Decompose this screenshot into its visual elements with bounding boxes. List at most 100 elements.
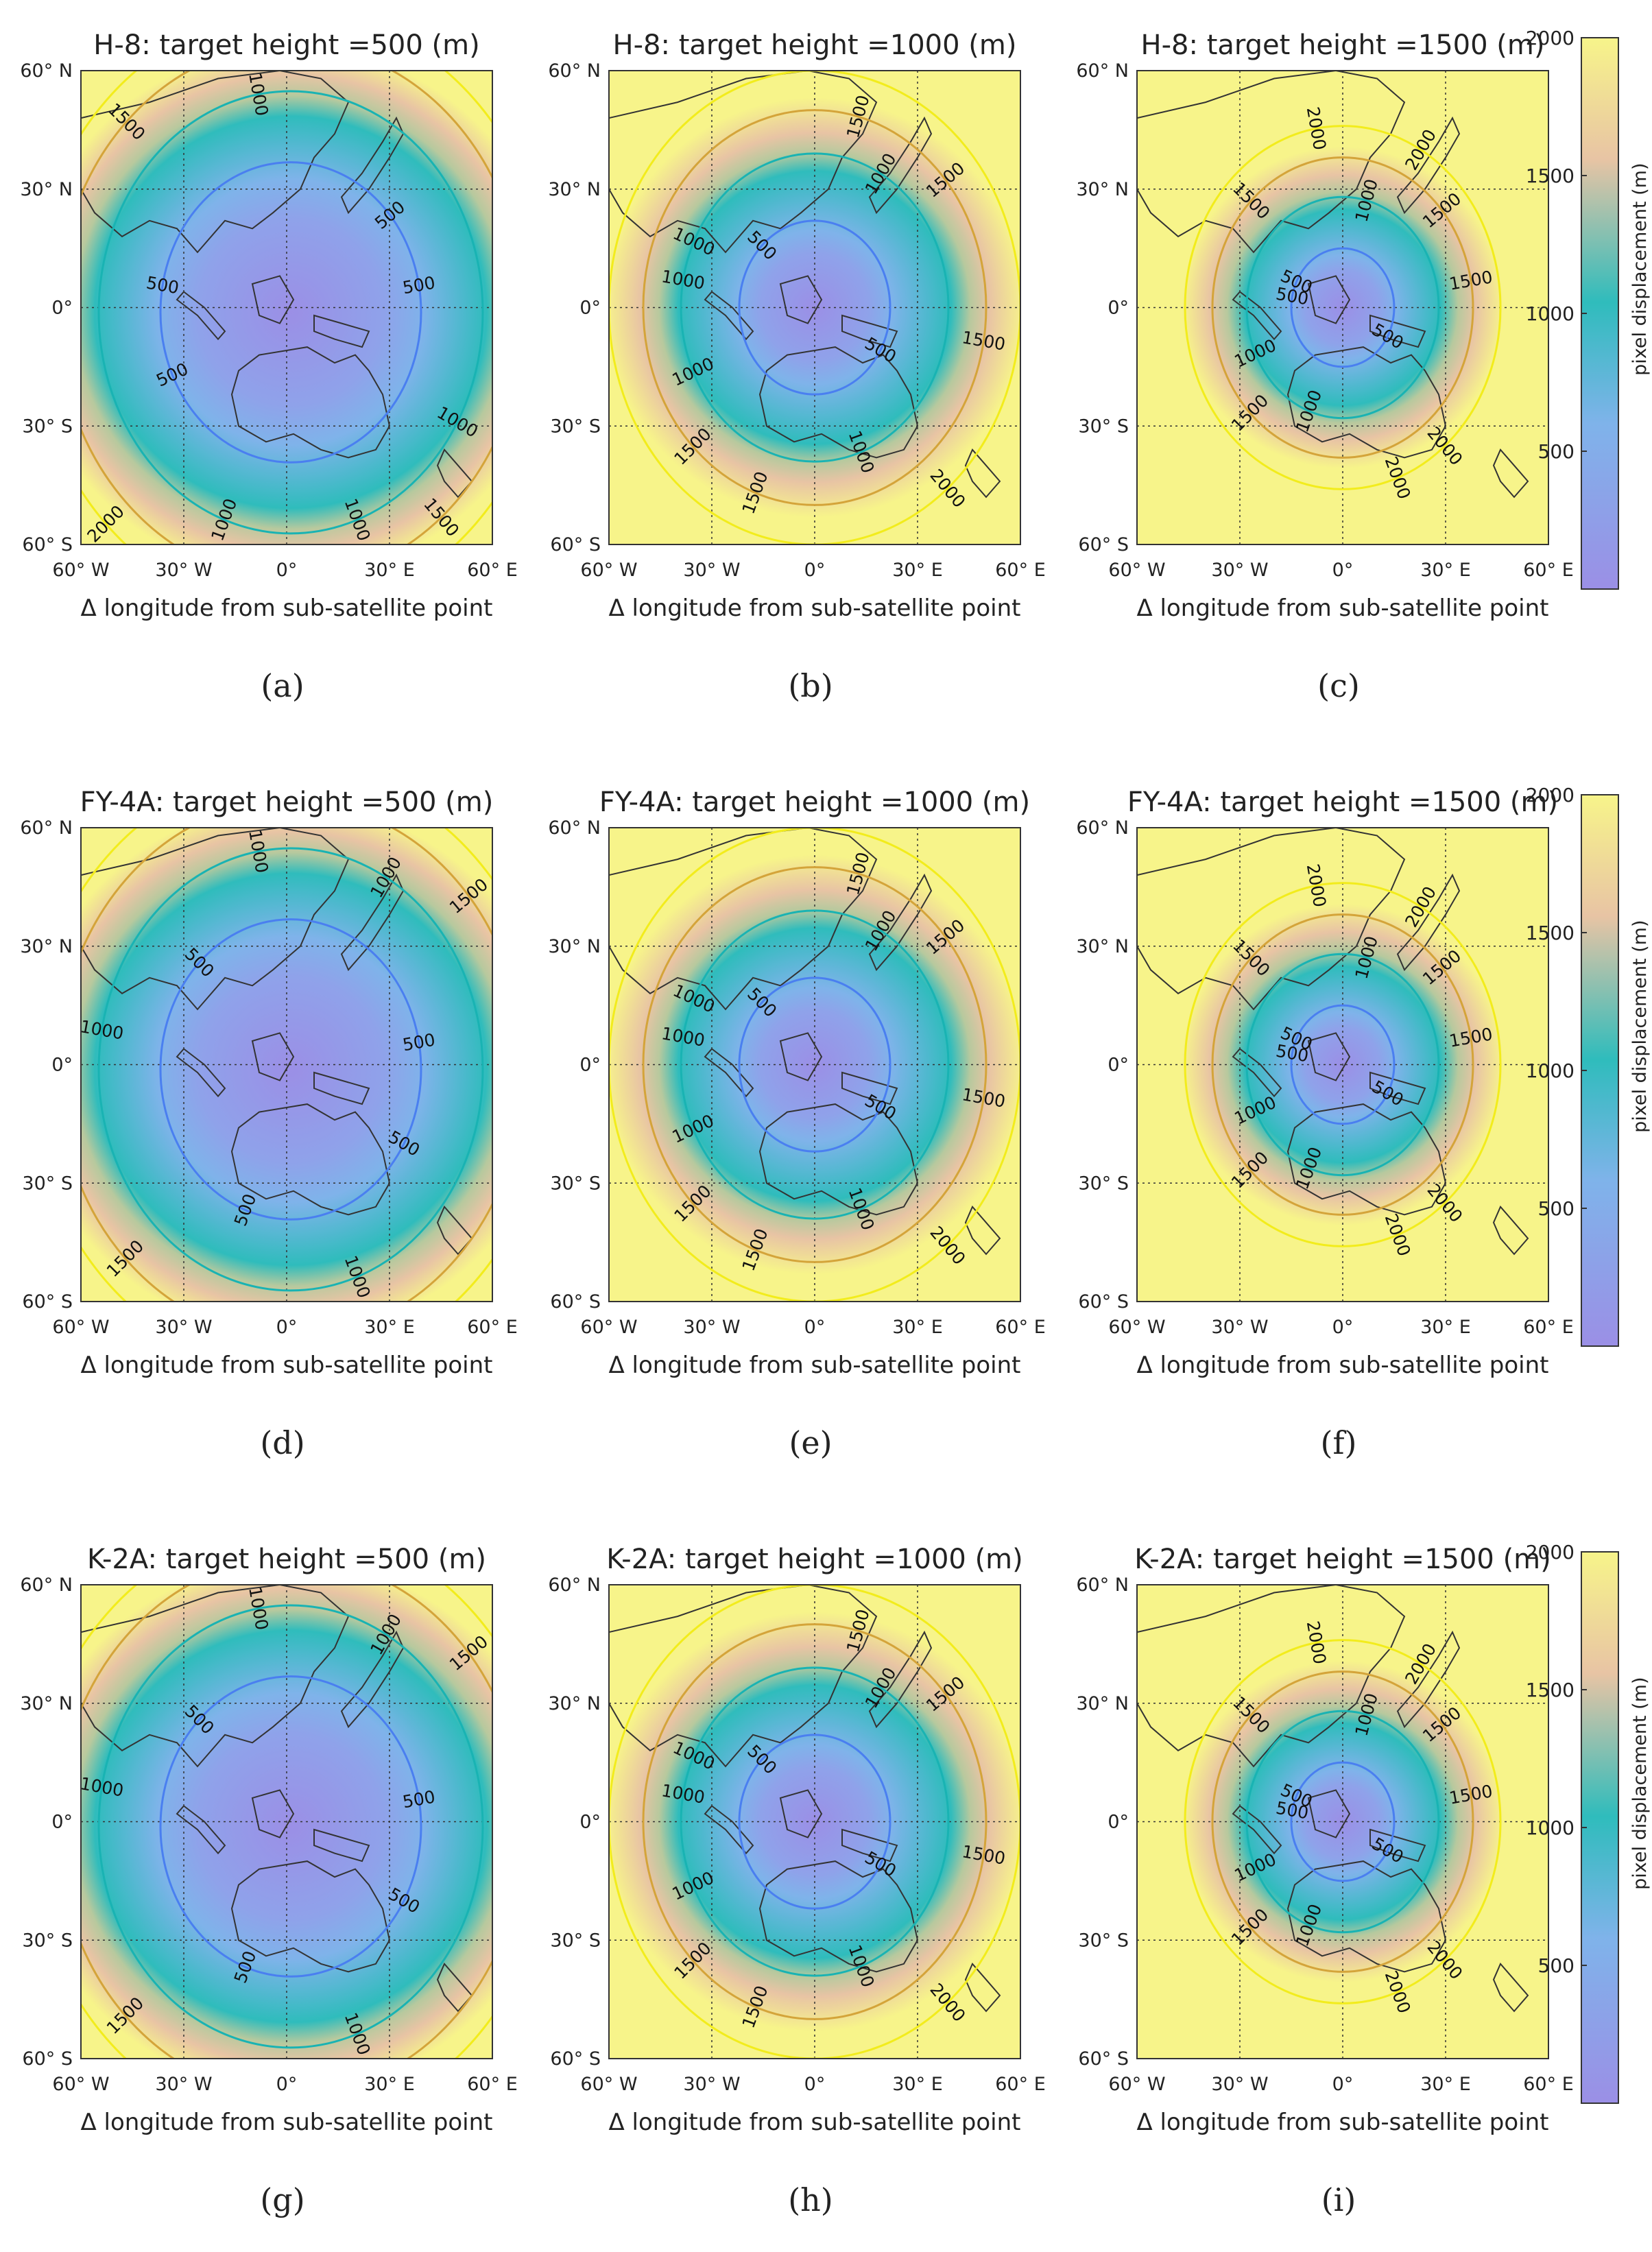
- contour-2000: [1184, 1639, 1502, 2004]
- colorbar-gradient: [1581, 794, 1619, 1347]
- panel-letter: (i): [1321, 2181, 1356, 2218]
- panel-title: H-8: target height =1000 (m): [613, 29, 1017, 61]
- coastline-newguinea: [313, 314, 370, 348]
- coastline-borneo: [1307, 1789, 1351, 1838]
- x-tick-label: 60° E: [1523, 560, 1574, 581]
- y-tick-label: 0°: [579, 1812, 601, 1833]
- y-tick-label: 30° S: [550, 1173, 601, 1194]
- y-tick-label: 0°: [1108, 1055, 1129, 1076]
- contour-500: [159, 1675, 422, 1978]
- panel-letter: (h): [788, 2181, 833, 2218]
- plot-frame: [1136, 70, 1549, 545]
- y-tick-label: 60° S: [1078, 1291, 1129, 1313]
- coastline-borneo: [251, 275, 295, 324]
- colorbar-gradient: [1581, 1551, 1619, 2104]
- y-tick-label: 0°: [1108, 298, 1129, 319]
- y-tick-label: 30° S: [22, 416, 73, 437]
- coastline-asia: [81, 828, 350, 1011]
- x-tick-label: 30° W: [155, 1317, 212, 1338]
- contour-500: [1290, 1761, 1396, 1882]
- panel-title: K-2A: target height =1000 (m): [606, 1544, 1023, 1575]
- y-tick-label: 60° S: [550, 2048, 601, 2070]
- coastline-nz: [964, 448, 1001, 499]
- x-axis-label: Δ longitude from sub-satellite point: [608, 2109, 1020, 2136]
- x-axis-label: Δ longitude from sub-satellite point: [80, 1352, 492, 1379]
- coastline-nz: [1492, 448, 1529, 499]
- contour-1000: [1245, 195, 1440, 420]
- coastline-sumatra: [176, 1048, 226, 1098]
- contour-1000: [97, 1604, 484, 2049]
- x-tick-label: 30° W: [155, 2074, 212, 2095]
- x-tick-label: 60° E: [995, 2074, 1046, 2095]
- coastline-sumatra: [176, 291, 226, 341]
- y-tick-label: 30° N: [20, 1693, 73, 1714]
- plot-frame: [608, 1584, 1021, 2059]
- x-tick-label: 60° W: [1108, 2074, 1165, 2095]
- contour-1500: [1211, 913, 1474, 1216]
- x-tick-label: 30° E: [892, 1317, 943, 1338]
- x-tick-label: 30° E: [1420, 560, 1471, 581]
- colorbar-tick-label: 2000: [1526, 27, 1575, 49]
- contour-500: [738, 219, 891, 396]
- x-tick-label: 30° E: [364, 2074, 415, 2095]
- contour-1000: [1245, 953, 1440, 1177]
- y-tick-label: 60° N: [20, 817, 73, 839]
- y-tick-label: 60° S: [550, 1291, 601, 1313]
- y-tick-label: 30° N: [1076, 179, 1129, 200]
- coastline-sumatra: [176, 1805, 226, 1855]
- x-axis-label: Δ longitude from sub-satellite point: [1136, 1352, 1548, 1379]
- y-tick-label: 60° N: [20, 1574, 73, 1596]
- panel-title: FY-4A: target height =1000 (m): [599, 787, 1030, 818]
- x-tick-label: 0°: [804, 1317, 826, 1338]
- coastline-borneo: [251, 1789, 295, 1838]
- coastline-sumatra: [1232, 1048, 1282, 1098]
- x-tick-label: 60° W: [580, 560, 637, 581]
- x-tick-label: 0°: [1332, 1317, 1354, 1338]
- x-tick-label: 60° E: [1523, 2074, 1574, 2095]
- colorbar-tick-label: 1500: [1526, 165, 1575, 187]
- coastline-japan: [1396, 873, 1461, 972]
- x-axis-label: Δ longitude from sub-satellite point: [80, 595, 492, 622]
- x-tick-label: 60° W: [1108, 560, 1165, 581]
- coastline-asia: [609, 828, 878, 1011]
- plot-frame: [80, 1584, 493, 2059]
- x-tick-label: 0°: [1332, 2074, 1354, 2095]
- x-tick-label: 30° E: [364, 1317, 415, 1338]
- y-tick-label: 0°: [51, 298, 73, 319]
- x-tick-label: 30° E: [364, 560, 415, 581]
- coastline-australia: [230, 1860, 391, 1973]
- y-tick-label: 0°: [579, 298, 601, 319]
- colorbar-gradient: [1581, 37, 1619, 590]
- colorbar-tick-label: 1000: [1526, 302, 1575, 325]
- contour-500: [159, 918, 422, 1221]
- coastline-australia: [1286, 346, 1447, 459]
- colorbar-tick-label: 2000: [1526, 784, 1575, 806]
- x-tick-label: 60° E: [467, 560, 518, 581]
- colorbar-tick-label: 500: [1538, 1197, 1575, 1220]
- x-tick-label: 60° W: [580, 1317, 637, 1338]
- colorbar-label: pixel displacement (m): [1629, 163, 1651, 375]
- panel-letter: (b): [788, 667, 833, 704]
- coastline-nz: [436, 1205, 473, 1256]
- coastline-australia: [1286, 1860, 1447, 1973]
- panel-letter: (g): [260, 2181, 304, 2218]
- y-tick-label: 60° S: [1078, 534, 1129, 555]
- y-tick-label: 30° S: [22, 1930, 73, 1951]
- panel-h: 1500100050010001500100050010001500200015…: [548, 1544, 1045, 2218]
- y-tick-label: 0°: [51, 1055, 73, 1076]
- y-tick-label: 60° S: [550, 534, 601, 555]
- contour-500: [738, 977, 891, 1153]
- y-tick-label: 30° S: [550, 1930, 601, 1951]
- panel-title: FY-4A: target height =500 (m): [80, 787, 494, 818]
- coastline-nz: [1492, 1205, 1529, 1256]
- x-tick-label: 30° W: [683, 2074, 740, 2095]
- plot-area: 1500100050010001500100050010001500200015…: [609, 1585, 1020, 2059]
- coastline-asia: [1137, 1585, 1406, 1768]
